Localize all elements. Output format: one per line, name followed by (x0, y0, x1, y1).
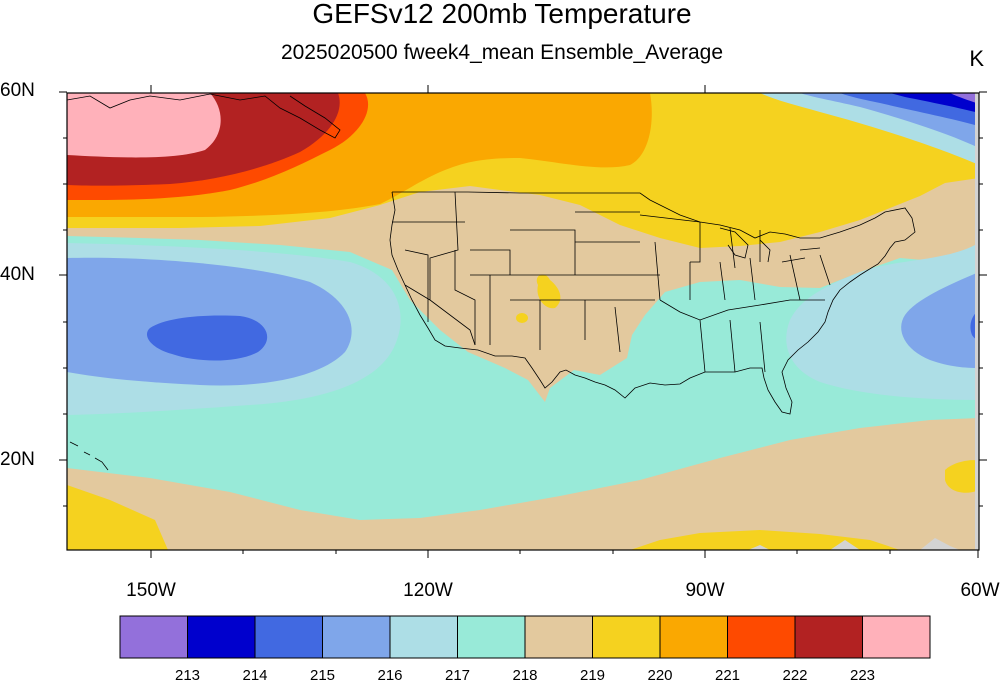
colorbar-tick-label: 217 (444, 667, 471, 684)
us-state-lines (392, 191, 831, 373)
band-214-northeast (890, 93, 979, 113)
map-title: GEFSv12 200mb Temperature (312, 0, 692, 29)
colorbar-swatch (457, 615, 526, 659)
band-219-south (67, 418, 979, 550)
lat-label-40n: 40N (0, 264, 35, 285)
contour-fill-layer (67, 93, 979, 550)
units-label: K (969, 46, 984, 71)
alaska-coast (67, 93, 341, 139)
band-above-223 (67, 93, 221, 158)
colorbar-swatch (524, 615, 593, 659)
colorbar-tick-label: 213 (174, 667, 201, 684)
map-subtitle: 2025020500 fweek4_mean Ensemble_Average (280, 41, 724, 64)
band-216-atlantic (901, 272, 979, 368)
colorbar-tick-label: 221 (714, 667, 741, 684)
colorbar-swatch (592, 615, 661, 659)
colorbar-swatch (254, 615, 323, 659)
colorbar-tick-label: 215 (309, 667, 336, 684)
band-220-south (630, 530, 900, 550)
band-213-northeast (950, 93, 979, 104)
great-lakes (719, 227, 821, 263)
colorbar-swatch (862, 615, 931, 659)
lat-label-20n: 20N (0, 449, 35, 470)
lat-label-60n: 60N (0, 80, 35, 101)
colorbar-swatch (659, 615, 728, 659)
lon-label-120w: 120W (403, 580, 453, 601)
colorbar-tick-label: 218 (512, 667, 538, 684)
band-215-pacific (146, 315, 268, 361)
colorbar-swatch (322, 615, 391, 659)
colorbar-swatch (727, 615, 796, 659)
hawaii-islands (69, 441, 109, 471)
colorbar-swatch (187, 615, 256, 659)
missing-data-patches (748, 538, 960, 550)
map-outlines (67, 93, 916, 471)
missing-data-edge (975, 93, 979, 550)
colorbar-swatch (794, 615, 863, 659)
colorbar-swatch (389, 615, 458, 659)
us-state-lines-west (404, 249, 491, 345)
colorbar-tick-label: 219 (579, 667, 606, 684)
band-220-spot (516, 313, 528, 323)
colorbar-tick-label: 222 (782, 667, 808, 684)
band-220-east (945, 460, 979, 493)
band-220-west-pacific (67, 485, 168, 550)
colorbar-tick-label: 223 (849, 667, 876, 684)
axis-ticks (59, 85, 987, 558)
colorbar-tick-label: 214 (242, 667, 268, 684)
lon-label-150w: 150W (126, 580, 176, 601)
us-outline (389, 191, 916, 415)
colorbar-swatch (119, 615, 188, 659)
colorbar-tick-label: 216 (377, 667, 403, 684)
lon-label-60w: 60W (960, 580, 1000, 601)
lon-label-90w: 90W (685, 580, 725, 601)
colorbar-tick-label: 220 (647, 667, 673, 684)
band-217-atlantic (786, 243, 979, 400)
